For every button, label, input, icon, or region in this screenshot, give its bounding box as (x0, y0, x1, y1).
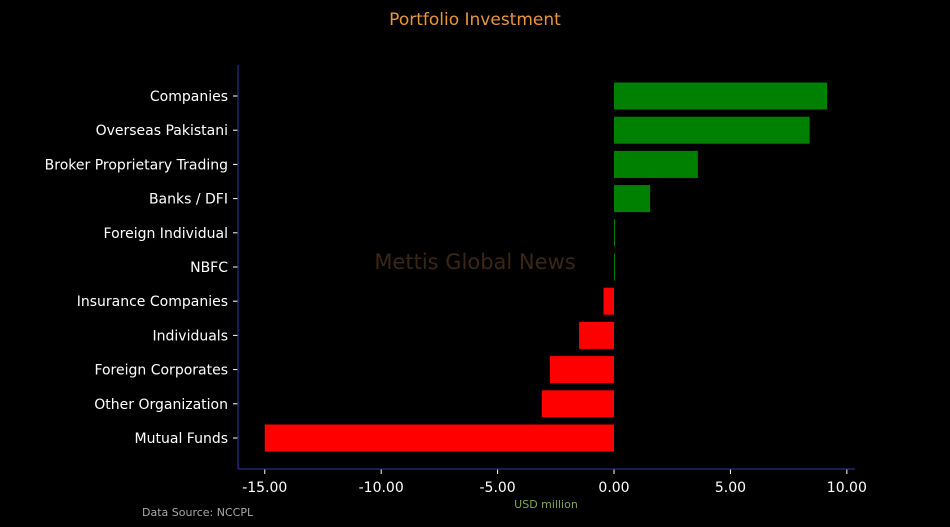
category-labels: Companies Overseas Pakistani Broker Propri… (45, 89, 238, 447)
x-tick-label: 5.00 (715, 480, 746, 496)
bar-individuals (579, 321, 615, 349)
watermark: Mettis Global News (374, 250, 575, 274)
x-tick-label: 0.00 (598, 480, 629, 496)
bar-mutual-funds (264, 424, 615, 452)
bar-overseas-pakistani (614, 116, 810, 144)
x-tick-label: -10.00 (359, 480, 404, 496)
category-label: Broker Proprietary Trading (45, 157, 228, 173)
bar-other-organization (541, 390, 615, 418)
x-tick-label: -15.00 (242, 480, 287, 496)
x-tick-label: 10.00 (827, 480, 867, 496)
data-source-note: Data Source: NCCPL (142, 506, 254, 519)
category-label: Companies (150, 89, 228, 105)
bar-foreign-individual (614, 219, 616, 247)
category-label: Banks / DFI (149, 192, 228, 208)
x-ticks: -15.00 -10.00 -5.00 0.00 5.00 10.00 (242, 469, 867, 496)
bars-group (264, 82, 828, 452)
bar-nbfc (614, 253, 616, 281)
bar-companies (614, 82, 828, 110)
chart-title: Portfolio Investment (389, 10, 561, 30)
x-tick-label: -5.00 (479, 480, 515, 496)
x-axis-title: USD million (514, 498, 578, 511)
category-label: Insurance Companies (77, 294, 228, 310)
category-label: Foreign Corporates (94, 363, 228, 379)
bar-foreign-corporates (549, 356, 615, 384)
category-label: Foreign Individual (104, 226, 228, 242)
category-label: Mutual Funds (135, 431, 228, 447)
category-label: Individuals (153, 328, 228, 344)
bar-banks-dfi (614, 185, 651, 213)
category-label: NBFC (190, 260, 228, 276)
bar-insurance-companies (603, 287, 615, 315)
category-label: Overseas Pakistani (96, 123, 228, 139)
category-label: Other Organization (94, 397, 228, 413)
bar-broker-proprietary-trading (614, 150, 698, 178)
